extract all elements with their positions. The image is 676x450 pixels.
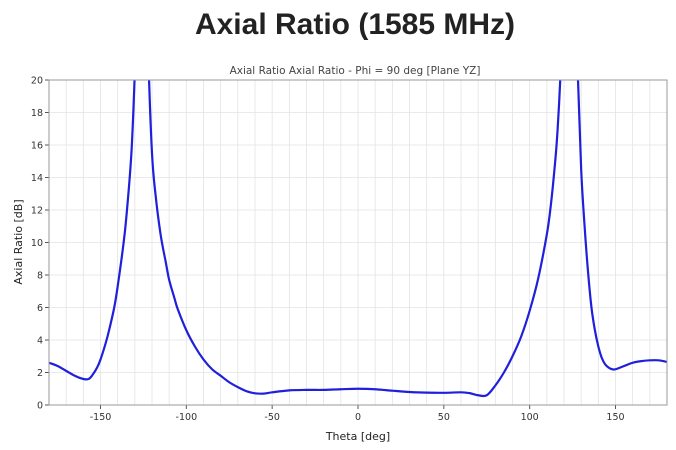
y-tick-label: 16 [31,141,43,152]
y-tick-label: 18 [31,108,43,119]
axis-layer: -150 -100 -50 0 50 100 150 0 2 4 6 8 10 12 14 16 18 20 [31,76,625,424]
x-tick-label: -150 [90,412,112,423]
x-tick-label: 50 [438,412,450,423]
y-tick-label: 20 [31,76,43,87]
y-tick-label: 10 [31,238,43,249]
x-axis-label: Theta [deg] [325,430,390,443]
y-tick-label: 6 [37,303,43,314]
x-tick-label: 0 [355,412,361,423]
series-line-axial-ratio [49,80,667,398]
series-layer [49,80,667,398]
chart-subtitle: Axial Ratio Axial Ratio - Phi = 90 deg [… [230,65,481,77]
x-tick-label: -100 [176,412,198,423]
y-tick-label: 0 [37,401,43,412]
y-tick-label: 12 [31,206,43,217]
y-tick-label: 14 [31,173,43,184]
plot-frame [48,79,668,406]
grid-layer [49,79,667,406]
x-tick-label: -50 [264,412,280,423]
y-tick-label: 2 [37,368,43,379]
chart-title: Axial Ratio (1585 MHz) [195,8,515,41]
y-tick-label: 4 [37,336,43,347]
x-tick-label: 150 [606,412,624,423]
y-tick-label: 8 [37,271,43,282]
y-axis-label: Axial Ratio [dB] [12,199,25,284]
x-tick-label: 100 [521,412,539,423]
